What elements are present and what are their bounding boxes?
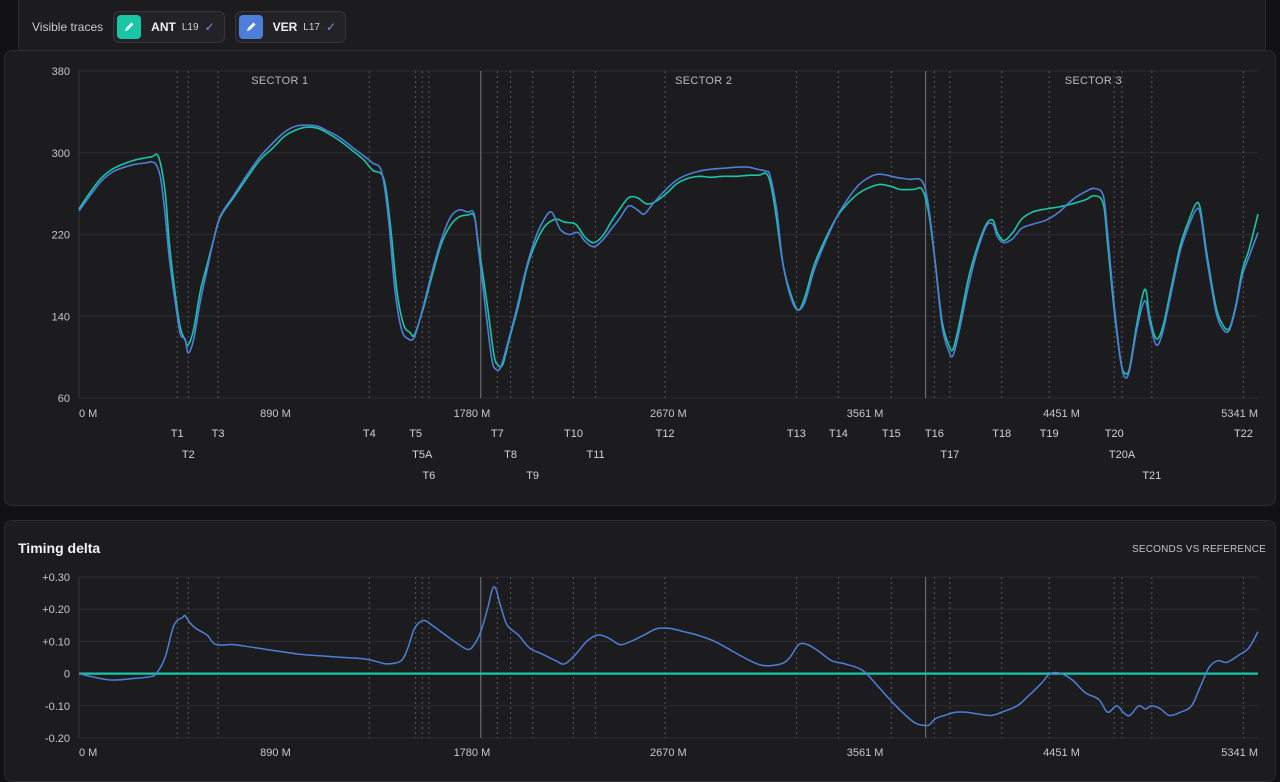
x-tick-label: 0 M (79, 408, 97, 420)
check-icon: ✓ (325, 20, 337, 34)
delta-panel-title: Timing delta (18, 540, 101, 556)
x-tick-label: 890 M (260, 408, 291, 420)
corner-label: T5A (412, 449, 433, 461)
corner-label: T11 (586, 449, 604, 461)
corner-label: T18 (992, 428, 1011, 440)
trace-lap: L19 (181, 21, 199, 33)
y-tick-label: 220 (52, 230, 70, 242)
sector-label: SECTOR 1 (251, 75, 308, 87)
pencil-icon (238, 15, 263, 39)
legend-row: Visible traces ANT L19 ✓ VER L17 ✓ (32, 11, 347, 43)
corner-label: T5 (409, 428, 422, 440)
x-tick-label: 4451 M (1043, 408, 1080, 420)
corner-label: T7 (491, 428, 504, 440)
trace-toggle-ver[interactable]: VER L17 ✓ (234, 11, 347, 43)
corner-label: T2 (182, 449, 195, 461)
pencil-icon (117, 15, 142, 39)
x-tick-label: 1780 M (454, 408, 491, 420)
delta-unit-label: SECONDS VS REFERENCE (1131, 544, 1266, 555)
corner-label: T6 (422, 470, 435, 482)
corner-label: T13 (787, 428, 806, 440)
trace-driver-name: VER (272, 20, 298, 34)
trace-toggle-ant[interactable]: ANT L19 ✓ (113, 11, 225, 43)
corner-label: T14 (829, 428, 848, 440)
x-tick-label: 890 M (260, 747, 291, 759)
legend-panel (18, 0, 1266, 54)
corner-label: T20A (1109, 449, 1136, 461)
y-tick-label: 380 (52, 66, 70, 78)
corner-label: T12 (656, 428, 675, 440)
legend-title: Visible traces (32, 20, 104, 34)
corner-label: T4 (363, 428, 376, 440)
corner-label: T19 (1040, 428, 1059, 440)
trace-driver-name: ANT (151, 20, 176, 34)
corner-label: T15 (882, 428, 901, 440)
y-tick-label: 140 (52, 311, 70, 323)
x-tick-label: 3561 M (847, 408, 884, 420)
corner-label: T16 (925, 428, 944, 440)
x-tick-label: 4451 M (1043, 747, 1080, 759)
y-tick-label: 300 (52, 148, 70, 160)
corner-label: T1 (171, 428, 184, 440)
y-tick-label: +0.20 (42, 604, 70, 616)
corner-label: T17 (940, 449, 959, 461)
trace-lap: L17 (303, 21, 320, 33)
x-tick-label: 5341 M (1221, 747, 1258, 759)
speed-trace-ant (78, 126, 1259, 375)
speed-chart-panel (4, 50, 1276, 506)
delta-trace-ver (78, 585, 1259, 727)
corner-label: T21 (1142, 470, 1161, 482)
corner-label: T8 (504, 449, 517, 461)
y-tick-label: -0.10 (45, 701, 70, 713)
corner-label: T3 (212, 428, 225, 440)
sector-label: SECTOR 2 (675, 75, 732, 87)
x-tick-label: 3561 M (847, 747, 884, 759)
x-tick-label: 1780 M (454, 747, 491, 759)
x-tick-label: 0 M (79, 747, 97, 759)
y-tick-label: +0.30 (42, 572, 70, 584)
corner-label: T20 (1105, 428, 1124, 440)
corner-label: T9 (526, 470, 539, 482)
y-tick-label: 60 (58, 393, 70, 405)
check-icon: ✓ (204, 20, 215, 34)
y-tick-label: -0.20 (45, 733, 70, 745)
corner-label: T10 (564, 428, 583, 440)
x-tick-label: 2670 M (650, 408, 687, 420)
speed-trace-ver (78, 124, 1259, 379)
y-tick-label: 0 (64, 669, 70, 681)
x-tick-label: 2670 M (650, 747, 687, 759)
corner-label: T22 (1234, 428, 1253, 440)
sector-label: SECTOR 3 (1065, 75, 1122, 87)
y-tick-label: +0.10 (42, 636, 70, 648)
x-tick-label: 5341 M (1221, 408, 1258, 420)
